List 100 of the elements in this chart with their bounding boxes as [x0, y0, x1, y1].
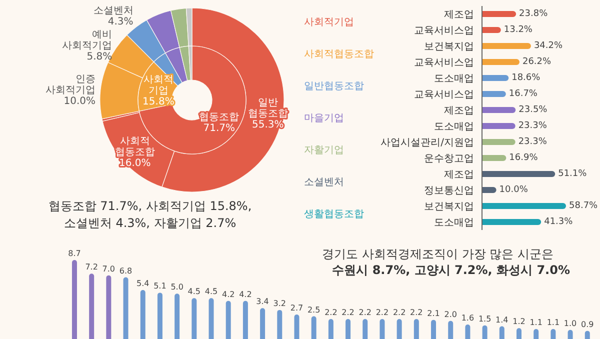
data-label: 1.5 — [478, 314, 492, 324]
bar — [192, 298, 197, 339]
data-label: 2.0 — [444, 310, 457, 319]
data-label: 4.5 — [204, 287, 218, 296]
y-tick-label: 교육서비스업 — [414, 90, 474, 101]
data-label: 1.0 — [564, 318, 577, 328]
slice-label: 사회적 기업 — [143, 74, 174, 97]
slice-label: 예비 사회적기업 — [62, 29, 112, 52]
bar — [482, 11, 516, 17]
bar — [106, 275, 112, 339]
bar — [226, 300, 231, 339]
data-label: 23.8% — [519, 9, 548, 19]
data-label: 2.2 — [324, 308, 338, 318]
data-label: 13.2% — [504, 25, 533, 35]
bar — [482, 155, 506, 161]
chart-title: 경기도 사회적경제조직이 가장 많은 시군은 — [322, 246, 554, 262]
data-label: 2.2 — [392, 308, 406, 318]
data-label: 10.0% — [499, 185, 528, 195]
y-tick-label: 제조업 — [444, 10, 474, 21]
bar — [482, 219, 542, 225]
y-tick-label: 도소매업 — [434, 74, 474, 85]
data-label: 16.7% — [508, 89, 538, 99]
data-label: 6.8 — [119, 266, 132, 276]
bar — [482, 27, 501, 33]
slice-label: 협동조합 — [199, 112, 240, 124]
y-tick-label: 보건복지업 — [424, 42, 474, 53]
text: 사회적협동조합 — [304, 48, 374, 62]
data-label: 58.7% — [569, 201, 598, 211]
bar — [482, 123, 516, 129]
data-label: 23.3% — [518, 137, 548, 147]
slice-label: 소셜벤처 — [93, 5, 134, 16]
data-label: 3.2 — [273, 298, 286, 308]
bar — [482, 75, 509, 81]
bar — [482, 325, 488, 339]
bar — [157, 292, 162, 339]
data-label: 71.7% — [203, 123, 236, 134]
text: 생활협동조합 — [304, 208, 365, 222]
bar — [516, 328, 522, 339]
data-label: 51.1% — [558, 169, 588, 179]
y-tick-label: 운수창고업 — [424, 154, 474, 165]
text: 일반협동조합 — [304, 80, 365, 94]
data-label: 5.1 — [154, 282, 166, 291]
data-label: 26.2% — [522, 57, 552, 67]
bar — [414, 319, 419, 339]
data-label: 1.6 — [461, 313, 474, 322]
text: 사회적기업 — [304, 16, 355, 30]
data-label: 5.0 — [170, 282, 184, 292]
data-label: 2.5 — [307, 305, 320, 314]
y-tick-label: 정보통신업 — [424, 186, 474, 197]
data-label: 1.4 — [496, 315, 508, 324]
data-label: 1.1 — [530, 318, 542, 328]
bar — [482, 59, 520, 65]
data-label: 1.1 — [546, 318, 560, 328]
bar — [465, 324, 470, 339]
bar — [482, 107, 516, 113]
y-tick-label: 도소매업 — [434, 218, 474, 229]
bar — [311, 316, 316, 339]
bar — [448, 320, 454, 339]
data-label: 41.3% — [544, 217, 574, 227]
bar — [482, 171, 556, 177]
chart-subtitle: 수원시 8.7%, 고양시 7.2%, 화성시 7.0% — [331, 262, 570, 278]
slice-label: 인증 사회적기업 — [46, 74, 96, 96]
bar — [396, 319, 402, 339]
data-label: 18.6% — [512, 73, 541, 83]
data-label: 8.7 — [68, 249, 81, 258]
text: 소셜벤처 4.3%, 자활기업 2.7% — [62, 215, 238, 232]
y-tick-label: 보건복지업 — [424, 202, 474, 213]
data-label: 23.5% — [518, 105, 548, 115]
bar — [482, 139, 516, 145]
text: 자활기업 — [304, 144, 345, 158]
data-label: 3.4 — [256, 297, 269, 306]
bar — [123, 277, 128, 339]
bar — [362, 319, 368, 339]
bar — [174, 294, 180, 339]
data-label: 0.9 — [581, 320, 594, 329]
text: 협동조합 71.7%, 사회적기업 15.8%, — [47, 198, 253, 215]
data-label: 2.2 — [376, 308, 389, 318]
data-label: 7.2 — [85, 262, 98, 272]
data-label: 2.2 — [410, 308, 423, 318]
data-label: 2.2 — [358, 308, 372, 318]
y-tick-label: 제조업 — [444, 106, 474, 117]
data-label: 2.1 — [427, 308, 440, 318]
y-tick-label: 사업시설관리/지원업 — [380, 138, 474, 149]
data-label: 2.7 — [290, 303, 304, 312]
y-tick-label: 도소매업 — [434, 122, 474, 133]
text: 마을기업 — [304, 112, 345, 126]
data-label: 7.0 — [102, 264, 116, 274]
bar — [482, 43, 531, 49]
y-tick-label: 교육서비스업 — [414, 26, 474, 37]
y-tick-label: 교육서비스업 — [414, 58, 474, 69]
text: 소셜벤처 — [304, 176, 345, 190]
y-tick-label: 제조업 — [444, 170, 474, 181]
data-label: 23.3% — [518, 121, 548, 131]
bar — [346, 319, 351, 339]
data-label: 4.2 — [222, 290, 235, 299]
data-label: 5.8% — [86, 51, 112, 62]
bar — [482, 187, 496, 193]
data-label: 10.0% — [64, 96, 96, 108]
bar — [242, 300, 248, 339]
data-label: 1.2 — [512, 317, 526, 326]
